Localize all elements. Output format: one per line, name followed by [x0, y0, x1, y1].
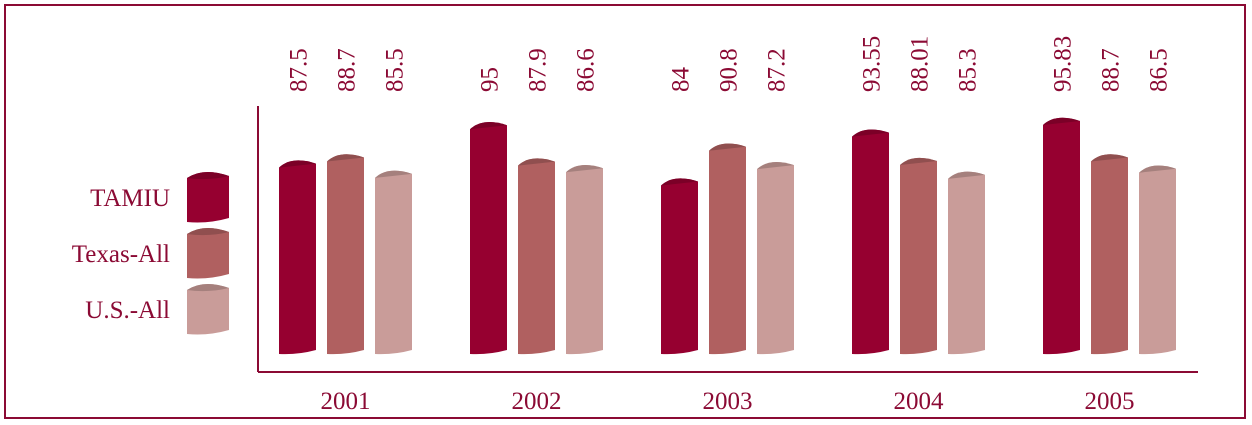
legend-swatch-cap [187, 283, 229, 292]
data-label-tamiu-2001: 87.5 [286, 48, 313, 92]
data-label-tamiu-2002: 95 [477, 67, 504, 92]
bar-body [375, 170, 412, 355]
x-tick-label-2003: 2003 [703, 388, 753, 415]
bar-u-s-all-2005 [1139, 165, 1176, 355]
data-label-tamiu-2003: 84 [668, 67, 695, 93]
bar-body [948, 171, 985, 355]
bar-u-s-all-2004 [948, 171, 985, 355]
legend-swatch-u-s-all [187, 283, 229, 335]
bar-cap [900, 157, 937, 166]
bar-cap [518, 158, 555, 166]
legend-swatch-tamiu [187, 171, 229, 223]
bar-tamiu-2001 [279, 160, 316, 355]
x-tick-label-2005: 2005 [1085, 388, 1135, 415]
bar-body [470, 122, 507, 355]
bar-tamiu-2003 [661, 178, 698, 355]
bar-texas-all-2005 [1091, 154, 1128, 355]
data-label-texas-all-2002: 87.9 [525, 48, 552, 92]
x-tick-label-2002: 2002 [512, 388, 562, 415]
bar-texas-all-2003 [709, 143, 746, 355]
data-label-u-s-all-2005: 86.5 [1146, 48, 1173, 92]
bar-texas-all-2002 [518, 158, 555, 355]
data-label-texas-all-2005: 88.7 [1098, 48, 1125, 92]
bar-texas-all-2004 [900, 157, 937, 355]
data-label-texas-all-2001: 88.7 [334, 48, 361, 92]
bar-cap [566, 165, 603, 173]
bar-cap [1139, 165, 1176, 173]
bar-body [518, 158, 555, 355]
bar-cap [1091, 154, 1128, 162]
bar-cap [948, 171, 985, 179]
data-label-tamiu-2004: 93.55 [859, 36, 886, 92]
chart-bars [279, 117, 1176, 355]
data-label-u-s-all-2004: 85.3 [955, 48, 982, 92]
data-label-u-s-all-2001: 85.5 [382, 48, 409, 92]
bar-cap [327, 154, 364, 162]
legend-label-texas-all: Texas-All [72, 241, 170, 268]
legend-swatch-texas-all [187, 227, 229, 279]
bar-body [1043, 117, 1080, 355]
legend-swatch-cap [187, 171, 229, 180]
bar-cap [470, 122, 507, 130]
chart-legend: TAMIU Texas-All U.S.-All [72, 171, 229, 335]
legend-item-texas-all: Texas-All [72, 227, 229, 279]
chart-value-labels: 87.5 88.7 85.5 95 87.9 86.6 84 90.8 87.2 93.55 88.… [286, 36, 1173, 92]
bar-u-s-all-2003 [757, 161, 794, 355]
bar-u-s-all-2002 [566, 165, 603, 355]
bar-texas-all-2001 [327, 154, 364, 355]
legend-swatch-cap [187, 227, 229, 236]
data-label-tamiu-2005: 95.83 [1050, 36, 1077, 92]
legend-item-u-s-all: U.S.-All [85, 283, 229, 335]
bar-body [1091, 154, 1128, 355]
bar-u-s-all-2001 [375, 170, 412, 355]
bar-cap [852, 129, 889, 137]
bar-body [327, 154, 364, 355]
chart-x-ticks: 2001 2002 2003 2004 2005 [321, 388, 1135, 415]
bar-body [852, 129, 889, 355]
legend-label-u-s-all: U.S.-All [85, 297, 170, 324]
bar-body [279, 160, 316, 355]
bar-cap [709, 143, 746, 151]
bar-tamiu-2002 [470, 122, 507, 355]
bar-tamiu-2005 [1043, 117, 1080, 355]
bar-cap [661, 178, 698, 186]
bar-body [661, 178, 698, 355]
chart-axes [257, 106, 1198, 373]
bar-tamiu-2004 [852, 129, 889, 355]
data-label-texas-all-2003: 90.8 [716, 48, 743, 92]
bar-body [1139, 165, 1176, 355]
x-tick-label-2004: 2004 [894, 388, 945, 415]
data-label-u-s-all-2003: 87.2 [764, 48, 791, 92]
data-label-texas-all-2004: 88.01 [907, 36, 934, 92]
bar-cap [757, 161, 794, 170]
bar-cap [375, 170, 412, 178]
bar-body [566, 165, 603, 355]
bar-body [757, 161, 794, 355]
bar-cap [279, 160, 316, 168]
bar-cap [1043, 117, 1080, 125]
bar-body [900, 157, 937, 355]
data-label-u-s-all-2002: 86.6 [573, 48, 600, 92]
x-tick-label-2001: 2001 [321, 388, 371, 415]
legend-item-tamiu: TAMIU [90, 171, 229, 223]
bar-body [709, 143, 746, 355]
legend-label-tamiu: TAMIU [90, 185, 170, 212]
